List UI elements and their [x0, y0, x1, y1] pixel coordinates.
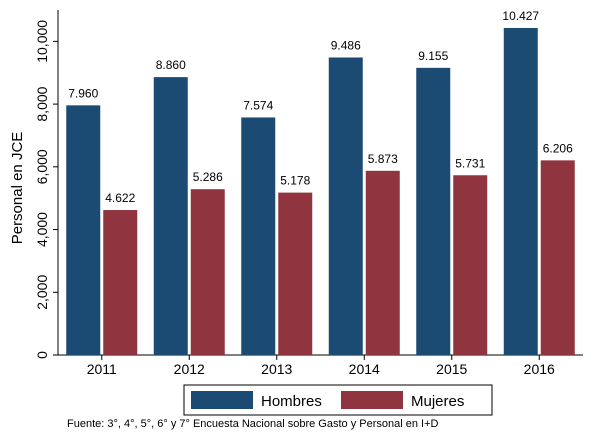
bar-hombres-2011 [66, 105, 101, 355]
data-label: 5.286 [193, 170, 223, 184]
y-tick-label: 8,000 [34, 86, 50, 121]
x-tick-label: 2012 [174, 361, 205, 377]
bar-mujeres-2011 [103, 210, 138, 355]
data-label: 7.574 [243, 98, 273, 112]
x-tick-label: 2016 [524, 361, 555, 377]
legend: Hombres Mujeres [183, 384, 493, 416]
data-label: 5.178 [280, 174, 310, 188]
data-label: 9.486 [331, 38, 361, 52]
data-label: 6.206 [543, 141, 573, 155]
data-label: 7.960 [68, 86, 98, 100]
source-note: Fuente: 3°, 4°, 5°, 6° y 7° Encuesta Nac… [67, 418, 439, 430]
bar-mujeres-2016 [540, 160, 575, 355]
bar-mujeres-2014 [365, 170, 400, 355]
data-label: 10.427 [502, 9, 539, 23]
bar-hombres-2015 [416, 67, 451, 355]
bar-hombres-2014 [328, 57, 363, 355]
bar-hombres-2016 [503, 27, 538, 355]
legend-label-hombres: Hombres [261, 393, 322, 410]
data-label: 9.155 [418, 49, 448, 63]
y-tick-label: 10,000 [34, 20, 50, 63]
x-tick-label: 2015 [436, 361, 467, 377]
data-label: 5.731 [455, 156, 485, 170]
bar-hombres-2013 [241, 117, 276, 356]
bar-hombres-2012 [153, 77, 188, 356]
y-tick-label: 0 [34, 351, 50, 359]
bar-mujeres-2013 [278, 192, 313, 355]
data-label: 8.860 [156, 58, 186, 72]
x-tick-label: 2014 [349, 361, 380, 377]
y-tick-label: 2,000 [34, 275, 50, 310]
legend-label-mujeres: Mujeres [411, 393, 464, 410]
data-label: 4.622 [105, 191, 135, 205]
y-tick-label: 4,000 [34, 212, 50, 247]
data-label: 5.873 [368, 152, 398, 166]
bar-mujeres-2012 [190, 189, 225, 355]
bar-mujeres-2015 [453, 175, 488, 355]
legend-swatch-mujeres [341, 391, 403, 409]
y-axis-title: Personal en JCE [9, 132, 26, 245]
y-tick-label: 6,000 [34, 149, 50, 184]
legend-swatch-hombres [191, 391, 253, 409]
x-tick-label: 2011 [87, 361, 117, 377]
x-tick-label: 2013 [261, 361, 292, 377]
